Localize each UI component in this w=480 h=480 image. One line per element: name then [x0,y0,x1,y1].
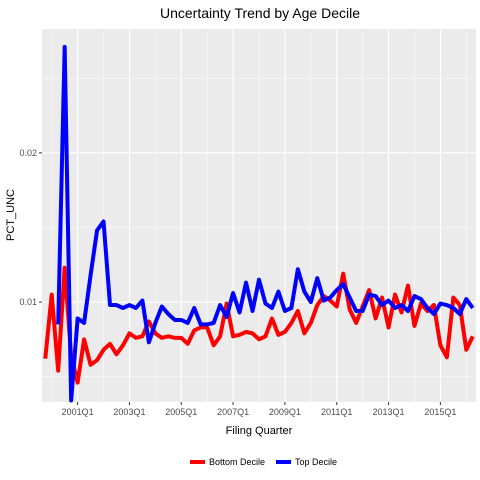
x-axis-title: Filing Quarter [226,425,293,437]
legend: Bottom Decile Top Decile [190,457,337,467]
series-lines [43,44,475,403]
x-tick-label: 2011Q1 [321,407,352,417]
x-tick-label: 2015Q1 [424,407,456,417]
legend-label-bottom-decile: Bottom Decile [209,457,265,467]
x-tick-label: 2009Q1 [269,407,301,417]
series-line-top-decile [56,44,475,403]
legend-label-top-decile: Top Decile [295,457,337,467]
x-tick-label: 2013Q1 [373,407,405,417]
y-tick-label: 0.02 [19,148,37,158]
x-axis: 2001Q1 2003Q1 2005Q1 2007Q1 2009Q1 2011Q1 2013… [62,402,456,417]
x-tick-label: 2001Q1 [62,407,94,417]
x-tick-label: 2003Q1 [113,407,145,417]
x-tick-label: 2007Q1 [217,407,249,417]
series-line-bottom-decile [43,265,475,385]
y-axis: 0.01 0.02 [19,148,42,307]
y-tick-label: 0.01 [19,297,37,307]
chart-title: Uncertainty Trend by Age Decile [160,5,360,21]
x-tick-label: 2005Q1 [165,407,197,417]
y-axis-title: PCT_UNC [5,189,17,241]
